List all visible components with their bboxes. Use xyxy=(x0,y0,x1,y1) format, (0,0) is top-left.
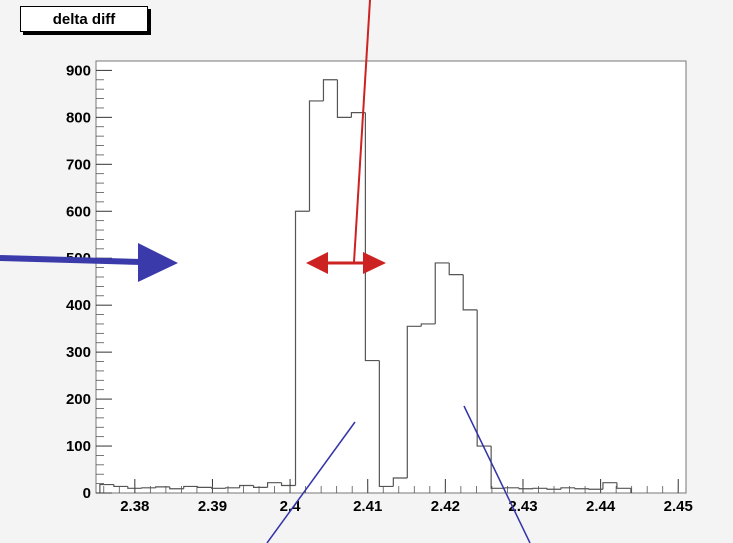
histogram-bin xyxy=(211,487,226,489)
histogram-bin xyxy=(99,483,114,493)
histogram-bin xyxy=(252,485,268,488)
y-tick-label: 700 xyxy=(66,156,91,173)
y-tick-label: 400 xyxy=(66,297,91,314)
blue-arrow-head xyxy=(138,243,178,282)
histogram-bin xyxy=(490,446,506,489)
histogram-bin xyxy=(602,482,617,490)
histogram-bin xyxy=(518,487,534,490)
histogram-bin xyxy=(155,486,170,488)
chart-title: delta diff xyxy=(20,6,148,32)
histogram-bin xyxy=(113,484,128,488)
histogram-bin xyxy=(294,210,310,486)
blue-annotation-line-left xyxy=(266,421,356,543)
histogram-bin xyxy=(392,477,408,487)
plot-frame xyxy=(95,60,687,494)
blue-arrow-shaft xyxy=(0,255,143,265)
histogram-bin xyxy=(546,488,562,490)
x-tick-label: 2.45 xyxy=(664,498,693,515)
histogram-bin xyxy=(462,274,478,311)
fwhm-arrow-left-head xyxy=(306,252,328,274)
histogram-bin xyxy=(476,309,492,447)
histogram-bin xyxy=(197,486,212,488)
histogram-bin xyxy=(266,482,282,488)
histogram-bin xyxy=(378,360,394,488)
x-tick-label: 2.43 xyxy=(508,498,537,515)
histogram-bin xyxy=(406,325,422,478)
y-tick-label: 900 xyxy=(66,62,91,79)
histogram-bin xyxy=(616,482,631,489)
histogram-bin xyxy=(350,112,366,118)
histogram-bin xyxy=(322,79,338,101)
histogram-bin xyxy=(434,262,450,324)
histogram-bin xyxy=(336,79,352,118)
fwhm-arrow-right-head xyxy=(363,252,386,274)
histogram-bin xyxy=(239,484,254,488)
x-tick-label: 2.42 xyxy=(431,498,460,515)
y-tick-label: 600 xyxy=(66,203,91,220)
histogram-bin xyxy=(420,323,436,327)
y-tick-label: 300 xyxy=(66,344,91,361)
x-tick-label: 2.38 xyxy=(120,498,149,515)
histogram-bin xyxy=(280,482,296,487)
x-tick-label: 2.44 xyxy=(586,498,616,515)
y-tick-label: 800 xyxy=(66,109,91,126)
red-marker-line xyxy=(353,0,371,263)
histogram-bin xyxy=(448,262,464,276)
y-tick-label: 100 xyxy=(66,438,91,455)
histogram-bin xyxy=(364,112,380,362)
histogram-bin xyxy=(127,486,142,489)
histogram-bin xyxy=(169,486,184,490)
y-tick-label: 0 xyxy=(83,485,91,502)
histogram-bin xyxy=(560,487,575,490)
x-tick-label: 2.39 xyxy=(198,498,227,515)
histogram-bin xyxy=(183,485,198,489)
blue-annotation-line-right xyxy=(463,405,531,543)
x-tick-label: 2.41 xyxy=(353,498,382,515)
y-tick-label: 200 xyxy=(66,391,91,408)
histogram-bin xyxy=(574,487,589,490)
histogram-bin xyxy=(308,100,324,212)
